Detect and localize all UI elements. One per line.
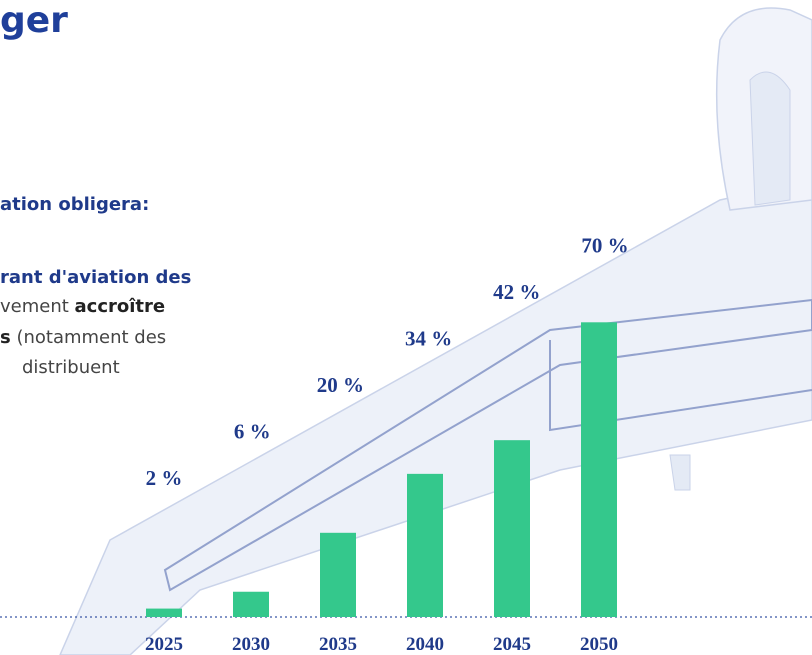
annotation-line: distribuent — [22, 357, 120, 378]
x-tick-label: 2035 — [319, 634, 357, 655]
annotation-line: vement accroître — [0, 296, 165, 317]
value-label: 2 % — [146, 466, 183, 490]
x-tick-label: 2025 — [145, 634, 183, 655]
subtitle: ation obligera: — [0, 194, 149, 215]
bar — [146, 608, 182, 617]
bar — [407, 473, 443, 617]
x-tick-label: 2050 — [580, 634, 618, 655]
annotation-run: vement — [0, 296, 75, 317]
bar — [233, 591, 269, 617]
annotation-line: rant d'aviation des — [0, 267, 191, 288]
x-tick-label: 2045 — [493, 634, 531, 655]
value-label: 6 % — [234, 420, 271, 444]
value-label: 70 % — [581, 234, 628, 258]
value-label: 42 % — [493, 280, 540, 304]
bar — [494, 440, 530, 617]
annotation-run: (notamment des — [11, 327, 166, 348]
x-tick-label: 2040 — [406, 634, 444, 655]
annotation-run: rant d'aviation des — [0, 267, 191, 288]
bar — [320, 532, 356, 617]
airplane-illustration — [59, 7, 812, 655]
x-tick-label: 2030 — [232, 634, 270, 655]
value-label: 20 % — [317, 373, 364, 397]
annotation-run: accroître — [75, 296, 166, 317]
value-label: 34 % — [405, 327, 452, 351]
title: ger — [0, 0, 68, 41]
annotation-run: distribuent — [22, 357, 120, 378]
annotation-line: s (notamment des — [0, 327, 166, 348]
bar — [581, 322, 617, 617]
annotation-run: s — [0, 327, 11, 348]
